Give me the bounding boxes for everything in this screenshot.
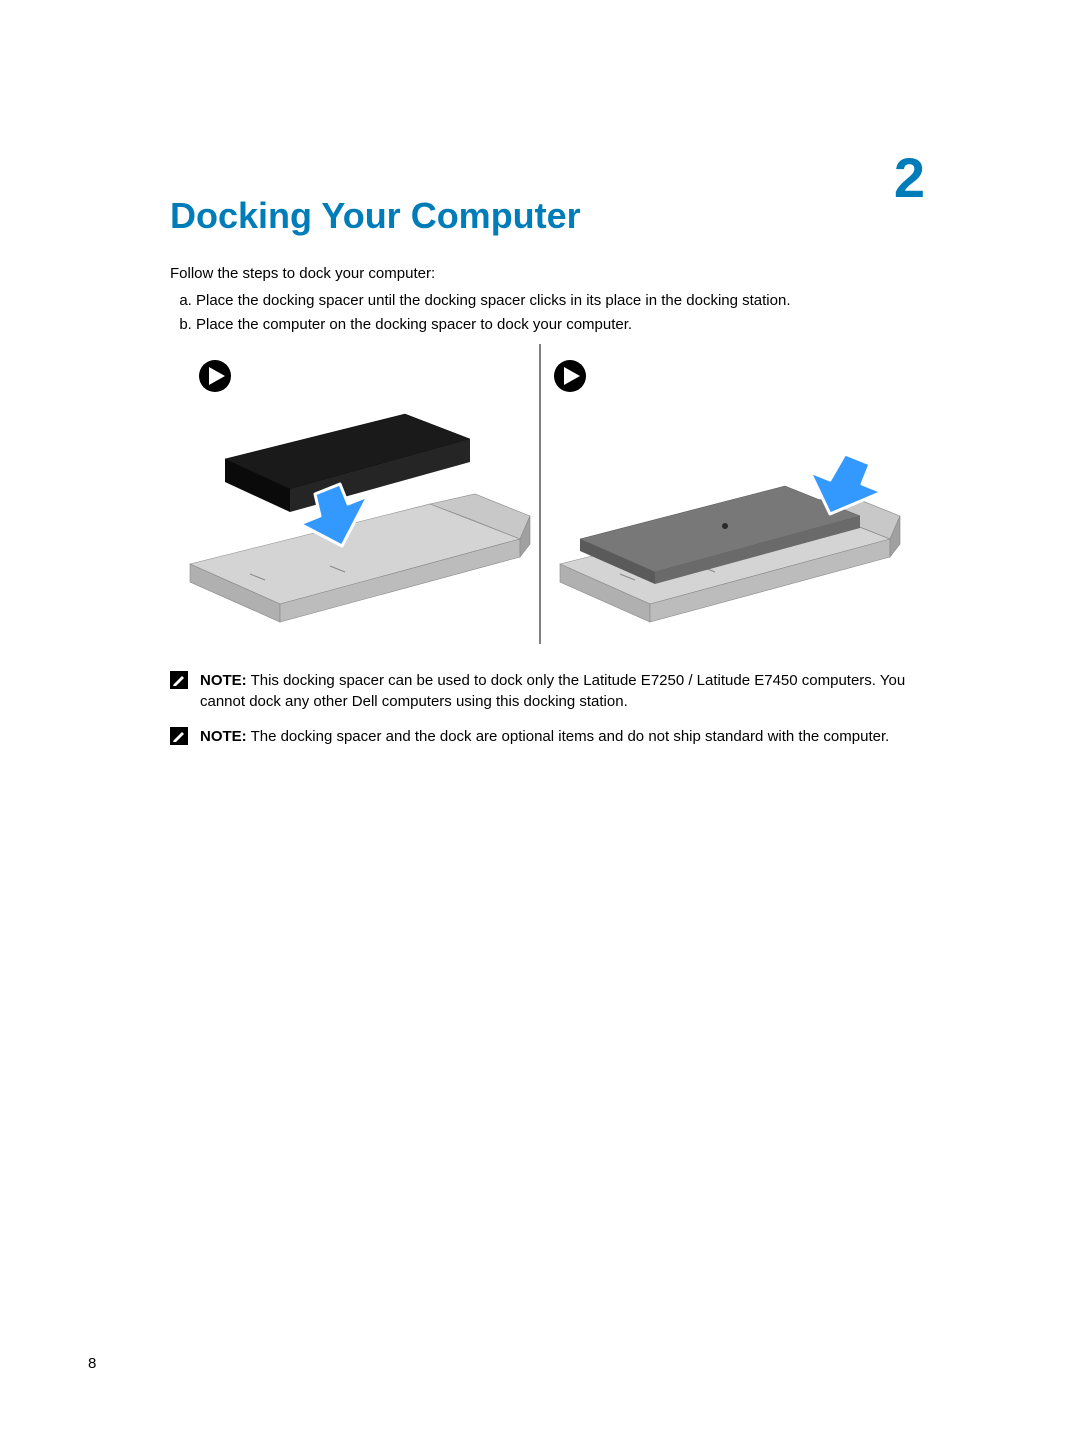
note-label: NOTE: — [200, 672, 247, 689]
note-text: NOTE: This docking spacer can be used to… — [200, 670, 930, 712]
note-body: The docking spacer and the dock are opti… — [247, 728, 890, 745]
note-body: This docking spacer can be used to dock … — [200, 672, 905, 710]
note-text: NOTE: The docking spacer and the dock ar… — [200, 726, 889, 747]
note-label: NOTE: — [200, 728, 247, 745]
page-number: 8 — [88, 1355, 96, 1372]
step-item: Place the computer on the docking spacer… — [196, 314, 930, 336]
note-icon — [170, 671, 188, 689]
docking-figure — [170, 344, 910, 644]
step-item: Place the docking spacer until the docki… — [196, 290, 930, 312]
steps-list: Place the docking spacer until the docki… — [170, 290, 930, 336]
note-row: NOTE: The docking spacer and the dock ar… — [170, 726, 930, 747]
chapter-number: 2 — [894, 145, 925, 210]
intro-text: Follow the steps to dock your computer: — [170, 265, 930, 282]
page-title: Docking Your Computer — [170, 195, 930, 237]
note-icon — [170, 727, 188, 745]
note-row: NOTE: This docking spacer can be used to… — [170, 670, 930, 712]
